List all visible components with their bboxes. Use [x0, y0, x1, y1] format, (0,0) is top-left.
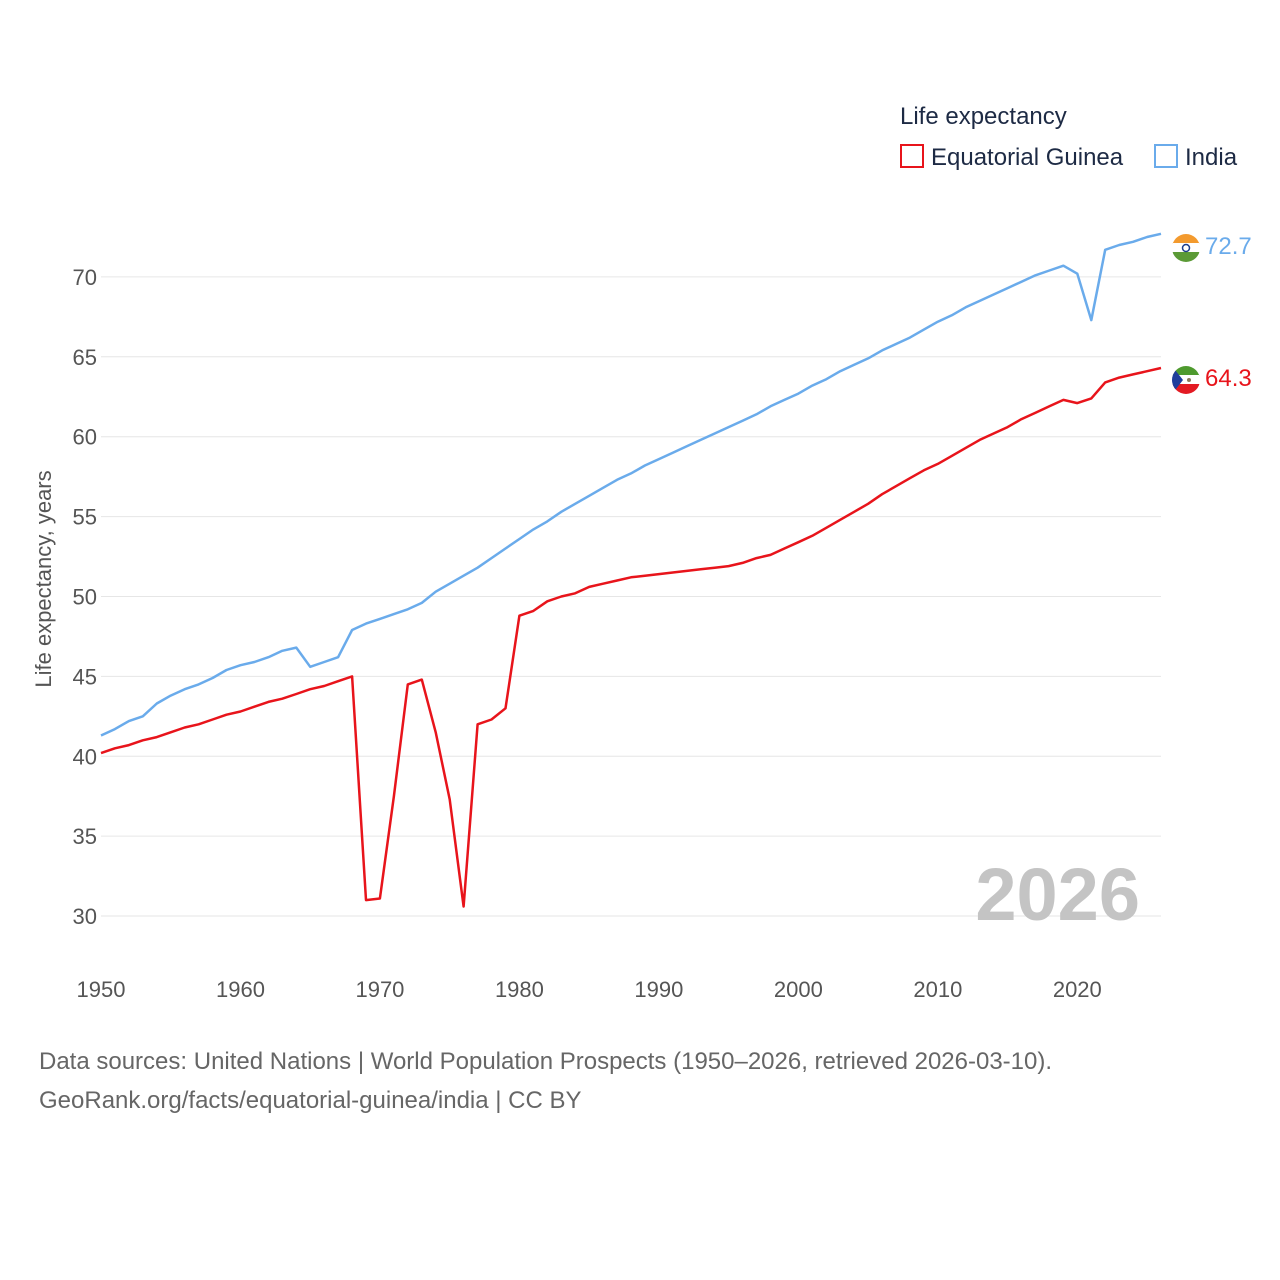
y-tick-label-35: 35: [73, 824, 97, 849]
equatorial-guinea-flag-icon: [1172, 366, 1200, 394]
india-end-value: 72.7: [1205, 233, 1252, 260]
y-axis-ticks: 30 35 40 45 50 55 60 65 70: [73, 265, 97, 929]
x-tick-label-2000: 2000: [774, 977, 823, 1002]
legend-swatch-equatorial-guinea: [900, 144, 924, 168]
x-tick-label-2010: 2010: [913, 977, 962, 1002]
series-line-india[interactable]: [100, 232, 1162, 737]
legend-item-equatorial-guinea[interactable]: Equatorial Guinea: [900, 144, 1124, 171]
x-tick-label-1950: 1950: [77, 977, 126, 1002]
y-tick-label-65: 65: [73, 345, 97, 370]
x-axis-ticks: 1950 1960 1970 1980 1990 2000 2010 2020: [77, 977, 1102, 1002]
gridlines: [101, 276, 1161, 917]
series-lines: [100, 232, 1162, 908]
legend-label-india: India: [1185, 144, 1238, 171]
x-tick-label-1990: 1990: [634, 977, 683, 1002]
y-tick-label-45: 45: [73, 664, 97, 689]
legend-title: Life expectancy: [900, 103, 1067, 130]
x-tick-label-2020: 2020: [1053, 977, 1102, 1002]
y-axis-title: Life expectancy, years: [31, 470, 56, 687]
legend-label-equatorial-guinea: Equatorial Guinea: [931, 144, 1124, 171]
y-tick-label-40: 40: [73, 744, 97, 769]
y-tick-label-30: 30: [73, 904, 97, 929]
series-line-equatorial-guinea[interactable]: [100, 366, 1162, 908]
y-tick-label-60: 60: [73, 425, 97, 450]
current-year-label: 2026: [975, 853, 1140, 936]
legend-item-india[interactable]: India: [1154, 144, 1238, 171]
equatorial-guinea-end-value: 64.3: [1205, 365, 1252, 392]
x-tick-label-1970: 1970: [355, 977, 404, 1002]
y-tick-label-50: 50: [73, 584, 97, 609]
india-flag-icon: [1172, 234, 1200, 262]
source-url[interactable]: GeoRank.org/facts/equatorial-guinea/indi…: [39, 1087, 582, 1114]
source-text: Data sources: United Nations | World Pop…: [39, 1048, 1052, 1075]
x-tick-label-1980: 1980: [495, 977, 544, 1002]
x-tick-label-1960: 1960: [216, 977, 265, 1002]
legend: Life expectancy Equatorial Guinea India: [900, 103, 1238, 171]
y-tick-label-70: 70: [73, 265, 97, 290]
legend-swatch-india: [1154, 144, 1178, 168]
y-tick-label-55: 55: [73, 505, 97, 530]
